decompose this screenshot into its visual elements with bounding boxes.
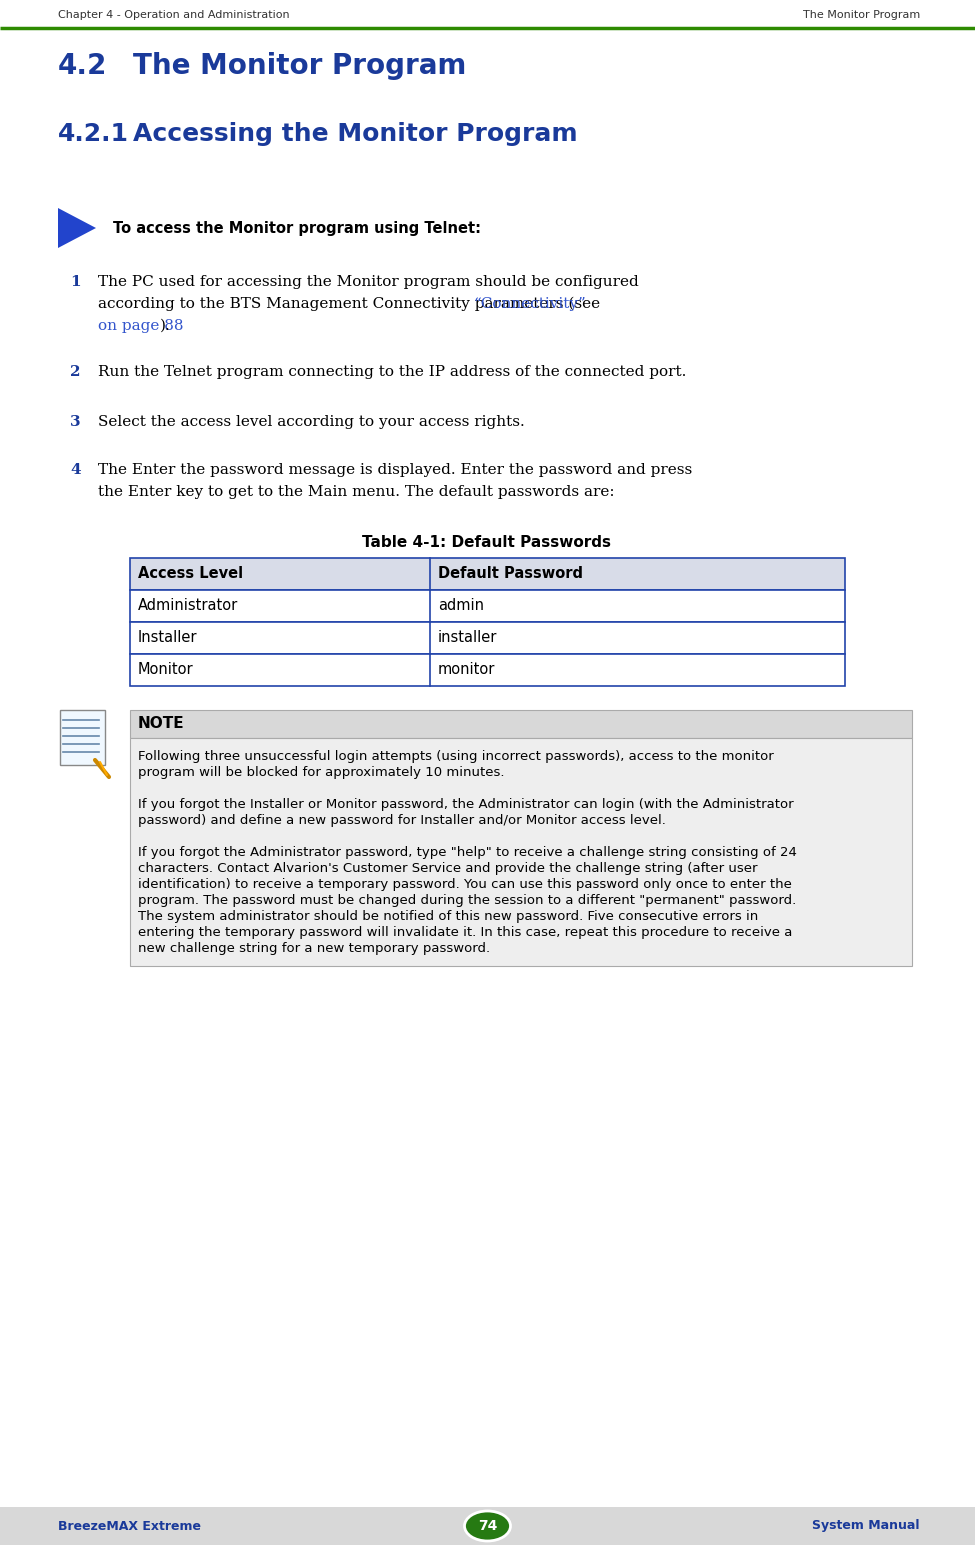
Text: Access Level: Access Level [138,567,243,581]
Text: admin: admin [438,598,484,613]
Text: Default Password: Default Password [438,567,583,581]
Text: 2: 2 [70,365,81,379]
FancyBboxPatch shape [0,1506,975,1545]
Text: monitor: monitor [438,663,495,678]
Text: according to the BTS Management Connectivity parameters (see: according to the BTS Management Connecti… [98,297,605,312]
Text: Following three unsuccessful login attempts (using incorrect passwords), access : Following three unsuccessful login attem… [138,749,774,763]
Text: BreezeMAX Extreme: BreezeMAX Extreme [58,1519,201,1533]
Text: 3: 3 [70,416,81,430]
Text: program. The password must be changed during the session to a different "permane: program. The password must be changed du… [138,895,797,907]
Text: Table 4-1: Default Passwords: Table 4-1: Default Passwords [363,535,611,550]
Text: “Connectivity”: “Connectivity” [473,297,586,311]
Text: The Monitor Program: The Monitor Program [133,53,466,80]
Text: Administrator: Administrator [138,598,238,613]
Text: program will be blocked for approximately 10 minutes.: program will be blocked for approximatel… [138,766,504,779]
Text: Monitor: Monitor [138,663,194,678]
Text: If you forgot the Installer or Monitor password, the Administrator can login (wi: If you forgot the Installer or Monitor p… [138,799,794,811]
Text: Chapter 4 - Operation and Administration: Chapter 4 - Operation and Administration [58,9,290,20]
Text: Installer: Installer [138,630,198,646]
Text: installer: installer [438,630,497,646]
Text: 74: 74 [478,1519,497,1533]
Text: The Enter the password message is displayed. Enter the password and press: The Enter the password message is displa… [98,464,692,477]
Text: The system administrator should be notified of this new password. Five consecuti: The system administrator should be notif… [138,910,759,922]
Text: identification) to receive a temporary password. You can use this password only : identification) to receive a temporary p… [138,878,792,891]
Text: Run the Telnet program connecting to the IP address of the connected port.: Run the Telnet program connecting to the… [98,365,686,379]
FancyBboxPatch shape [60,711,105,765]
FancyBboxPatch shape [130,558,845,590]
FancyBboxPatch shape [130,654,845,686]
Text: NOTE: NOTE [138,717,184,731]
Text: The Monitor Program: The Monitor Program [802,9,920,20]
Text: 1: 1 [70,275,81,289]
Text: 4: 4 [70,464,81,477]
Text: on page 88: on page 88 [98,318,183,334]
Polygon shape [58,209,96,249]
Text: If you forgot the Administrator password, type "help" to receive a challenge str: If you forgot the Administrator password… [138,847,797,859]
Text: new challenge string for a new temporary password.: new challenge string for a new temporary… [138,942,490,955]
Text: the Enter key to get to the Main menu. The default passwords are:: the Enter key to get to the Main menu. T… [98,485,614,499]
Ellipse shape [464,1511,511,1540]
Text: To access the Monitor program using Telnet:: To access the Monitor program using Teln… [113,221,481,235]
Text: 4.2: 4.2 [58,53,107,80]
FancyBboxPatch shape [130,623,845,654]
FancyBboxPatch shape [130,711,912,739]
Text: 4.2.1: 4.2.1 [58,122,129,145]
Text: entering the temporary password will invalidate it. In this case, repeat this pr: entering the temporary password will inv… [138,925,793,939]
Text: password) and define a new password for Installer and/or Monitor access level.: password) and define a new password for … [138,814,666,827]
Text: System Manual: System Manual [812,1519,920,1533]
Text: Select the access level according to your access rights.: Select the access level according to you… [98,416,525,430]
Text: Accessing the Monitor Program: Accessing the Monitor Program [133,122,577,145]
Text: ).: ). [160,318,171,334]
FancyBboxPatch shape [130,590,845,623]
FancyBboxPatch shape [130,739,912,966]
Text: The PC used for accessing the Monitor program should be configured: The PC used for accessing the Monitor pr… [98,275,639,289]
Text: characters. Contact Alvarion's Customer Service and provide the challenge string: characters. Contact Alvarion's Customer … [138,862,758,874]
